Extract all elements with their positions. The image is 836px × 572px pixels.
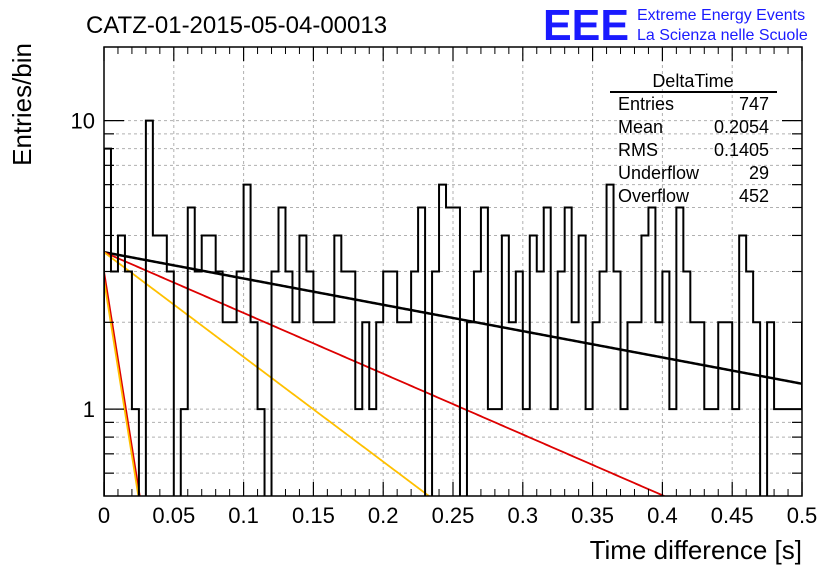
y-tick-label: 10 <box>71 109 95 134</box>
x-tick-label: 0.35 <box>571 503 614 528</box>
x-tick-label: 0.1 <box>228 503 259 528</box>
x-tick-label: 0.15 <box>292 503 335 528</box>
stats-box: DeltaTime Entries 747 Mean 0.2054 RMS 0.1405 U… <box>610 71 777 206</box>
stats-value: 0.2054 <box>714 117 769 137</box>
logo-line2: La Scienza nelle Scuole <box>637 27 808 44</box>
x-tick-label: 0.3 <box>508 503 539 528</box>
axis-ticks <box>103 47 803 496</box>
stats-value: 452 <box>739 186 769 206</box>
stats-label: Overflow <box>618 186 690 206</box>
x-tick-label: 0.5 <box>787 503 818 528</box>
chart-title: CATZ-01-2015-05-04-00013 <box>86 12 387 39</box>
x-tick-labels: 0 0.05 0.1 0.15 0.2 0.25 0.3 0.35 0.4 0.45 0.5 <box>98 503 817 528</box>
x-tick-label: 0.45 <box>711 503 754 528</box>
eee-logo: EEE Extreme Energy Events La Scienza nel… <box>543 1 808 50</box>
stats-label: Mean <box>618 117 663 137</box>
stats-value: 747 <box>739 94 769 114</box>
x-tick-label: 0.2 <box>368 503 399 528</box>
x-tick-label: 0.25 <box>432 503 475 528</box>
x-tick-label: 0.4 <box>647 503 678 528</box>
fit-curve <box>104 250 802 385</box>
fit-curve <box>104 251 431 496</box>
stats-label: Entries <box>618 94 674 114</box>
stats-title: DeltaTime <box>652 71 733 91</box>
x-tick-label: 0 <box>98 503 110 528</box>
fit-curve <box>104 251 667 496</box>
y-tick-labels: 1 10 <box>71 109 95 423</box>
stats-value: 29 <box>749 163 769 183</box>
logo-line1: Extreme Energy Events <box>637 7 805 24</box>
stats-label: RMS <box>618 140 658 160</box>
stats-value: 0.1405 <box>714 140 769 160</box>
x-tick-label: 0.05 <box>152 503 195 528</box>
fit-curves <box>104 250 802 496</box>
y-axis-title: Entries/bin <box>7 43 37 166</box>
histogram-line <box>104 119 802 496</box>
y-tick-label: 1 <box>83 397 95 422</box>
x-axis-title: Time difference [s] <box>590 535 802 565</box>
stats-label: Underflow <box>618 163 700 183</box>
logo-mark: EEE <box>543 1 629 50</box>
